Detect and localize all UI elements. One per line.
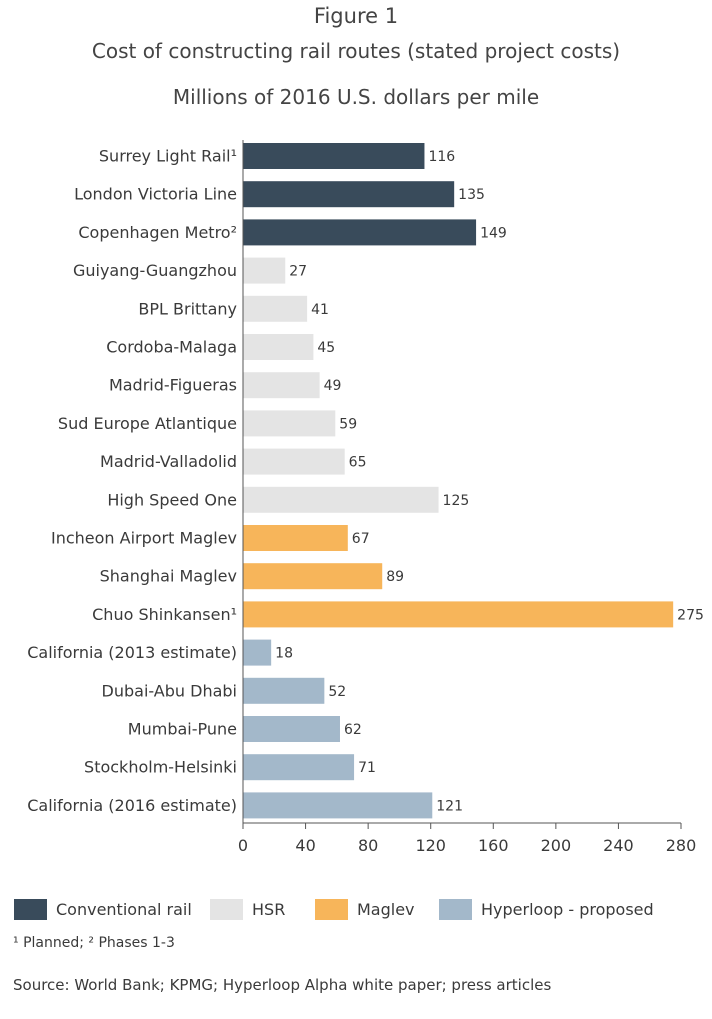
bar <box>243 486 439 513</box>
legend-item: Conventional rail <box>14 897 192 921</box>
bar <box>243 639 272 666</box>
category-label: London Victoria Line <box>74 185 237 204</box>
x-tick-label: 120 <box>415 836 446 855</box>
value-label: 45 <box>317 340 335 356</box>
category-label: Guiyang-Guangzhou <box>73 261 237 280</box>
category-label: Shanghai Maglev <box>100 567 237 586</box>
legend-item: Hyperloop - proposed <box>439 897 654 921</box>
bar <box>243 143 425 169</box>
legend-label: Hyperloop - proposed <box>481 899 654 919</box>
legend: Conventional rail HSR Maglev Hyperloop - pr… <box>14 897 704 921</box>
legend-item: HSR <box>210 897 285 921</box>
legend-swatch <box>315 898 348 920</box>
bar <box>243 334 314 360</box>
value-label: 52 <box>328 684 346 700</box>
value-label: 149 <box>480 225 507 241</box>
category-label: Surrey Light Rail¹ <box>99 147 237 166</box>
category-label: Cordoba-Malaga <box>106 338 237 357</box>
category-label: Stockholm-Helsinki <box>84 758 237 777</box>
legend-label: Conventional rail <box>56 899 192 919</box>
bar <box>243 410 336 437</box>
bar <box>243 295 308 322</box>
category-label: Copenhagen Metro² <box>78 223 237 242</box>
value-label: 62 <box>344 722 362 738</box>
x-tick-label: 40 <box>295 836 315 855</box>
category-label: Madrid-Figueras <box>109 376 237 395</box>
value-label: 18 <box>275 646 293 662</box>
value-label: 89 <box>386 569 404 585</box>
value-label: 27 <box>289 264 307 280</box>
category-label: High Speed One <box>107 490 237 509</box>
value-label: 41 <box>311 302 329 318</box>
category-label: Madrid-Valladolid <box>100 452 237 471</box>
value-label: 135 <box>458 187 485 203</box>
bar <box>243 525 348 551</box>
value-label: 116 <box>428 149 455 165</box>
value-label: 121 <box>436 798 463 814</box>
bar <box>243 792 433 819</box>
category-label: Mumbai-Pune <box>128 720 237 739</box>
category-label: Sud Europe Atlantique <box>58 414 237 433</box>
x-tick-label: 200 <box>541 836 572 855</box>
value-label: 59 <box>339 416 357 432</box>
x-tick-label: 160 <box>478 836 509 855</box>
x-axis: 0 40 80 120 160 200 240 280 <box>238 140 696 855</box>
x-tick-label: 280 <box>666 836 697 855</box>
legend-label: Maglev <box>357 899 415 919</box>
legend-label: HSR <box>252 899 286 919</box>
bar <box>243 601 674 628</box>
bar <box>243 181 455 208</box>
value-label: 67 <box>352 531 370 547</box>
legend-swatch <box>439 898 472 920</box>
bar <box>243 448 345 475</box>
legend-item: Maglev <box>315 897 415 921</box>
bar <box>243 716 340 742</box>
category-label: Dubai-Abu Dhabi <box>102 681 237 700</box>
x-tick-label: 80 <box>358 836 378 855</box>
bar <box>243 677 325 704</box>
bar <box>243 219 477 246</box>
legend-swatch <box>14 898 47 920</box>
footnote: ¹ Planned; ² Phases 1-3 <box>13 935 175 951</box>
source-note: Source: World Bank; KPMG; Hyperloop Alph… <box>13 976 552 994</box>
bar <box>243 754 355 781</box>
value-label: 71 <box>358 760 376 776</box>
x-tick-label: 240 <box>603 836 634 855</box>
figure-label: Figure 1 <box>313 4 399 28</box>
value-label: 125 <box>443 493 470 509</box>
category-label: BPL Brittany <box>138 299 237 318</box>
value-label: 65 <box>349 455 367 471</box>
category-label: Incheon Airport Maglev <box>51 529 237 548</box>
bar <box>243 563 383 590</box>
value-label: 275 <box>677 607 704 623</box>
category-label: California (2016 estimate) <box>27 796 237 815</box>
chart-subtitle: Millions of 2016 U.S. dollars per mile <box>172 85 540 109</box>
chart-title: Cost of constructing rail routes (stated… <box>91 39 621 63</box>
category-label: California (2013 estimate) <box>27 643 237 662</box>
bar-chart: Surrey Light Rail¹ 116 London Victoria Lin… <box>27 140 704 855</box>
bars-layer: Surrey Light Rail¹ 116 London Victoria Lin… <box>27 143 704 819</box>
x-tick-label: 0 <box>238 836 248 855</box>
bar <box>243 372 320 399</box>
category-label: Chuo Shinkansen¹ <box>92 605 237 624</box>
legend-swatch <box>210 898 243 920</box>
value-label: 49 <box>324 378 342 394</box>
bar <box>243 257 286 284</box>
